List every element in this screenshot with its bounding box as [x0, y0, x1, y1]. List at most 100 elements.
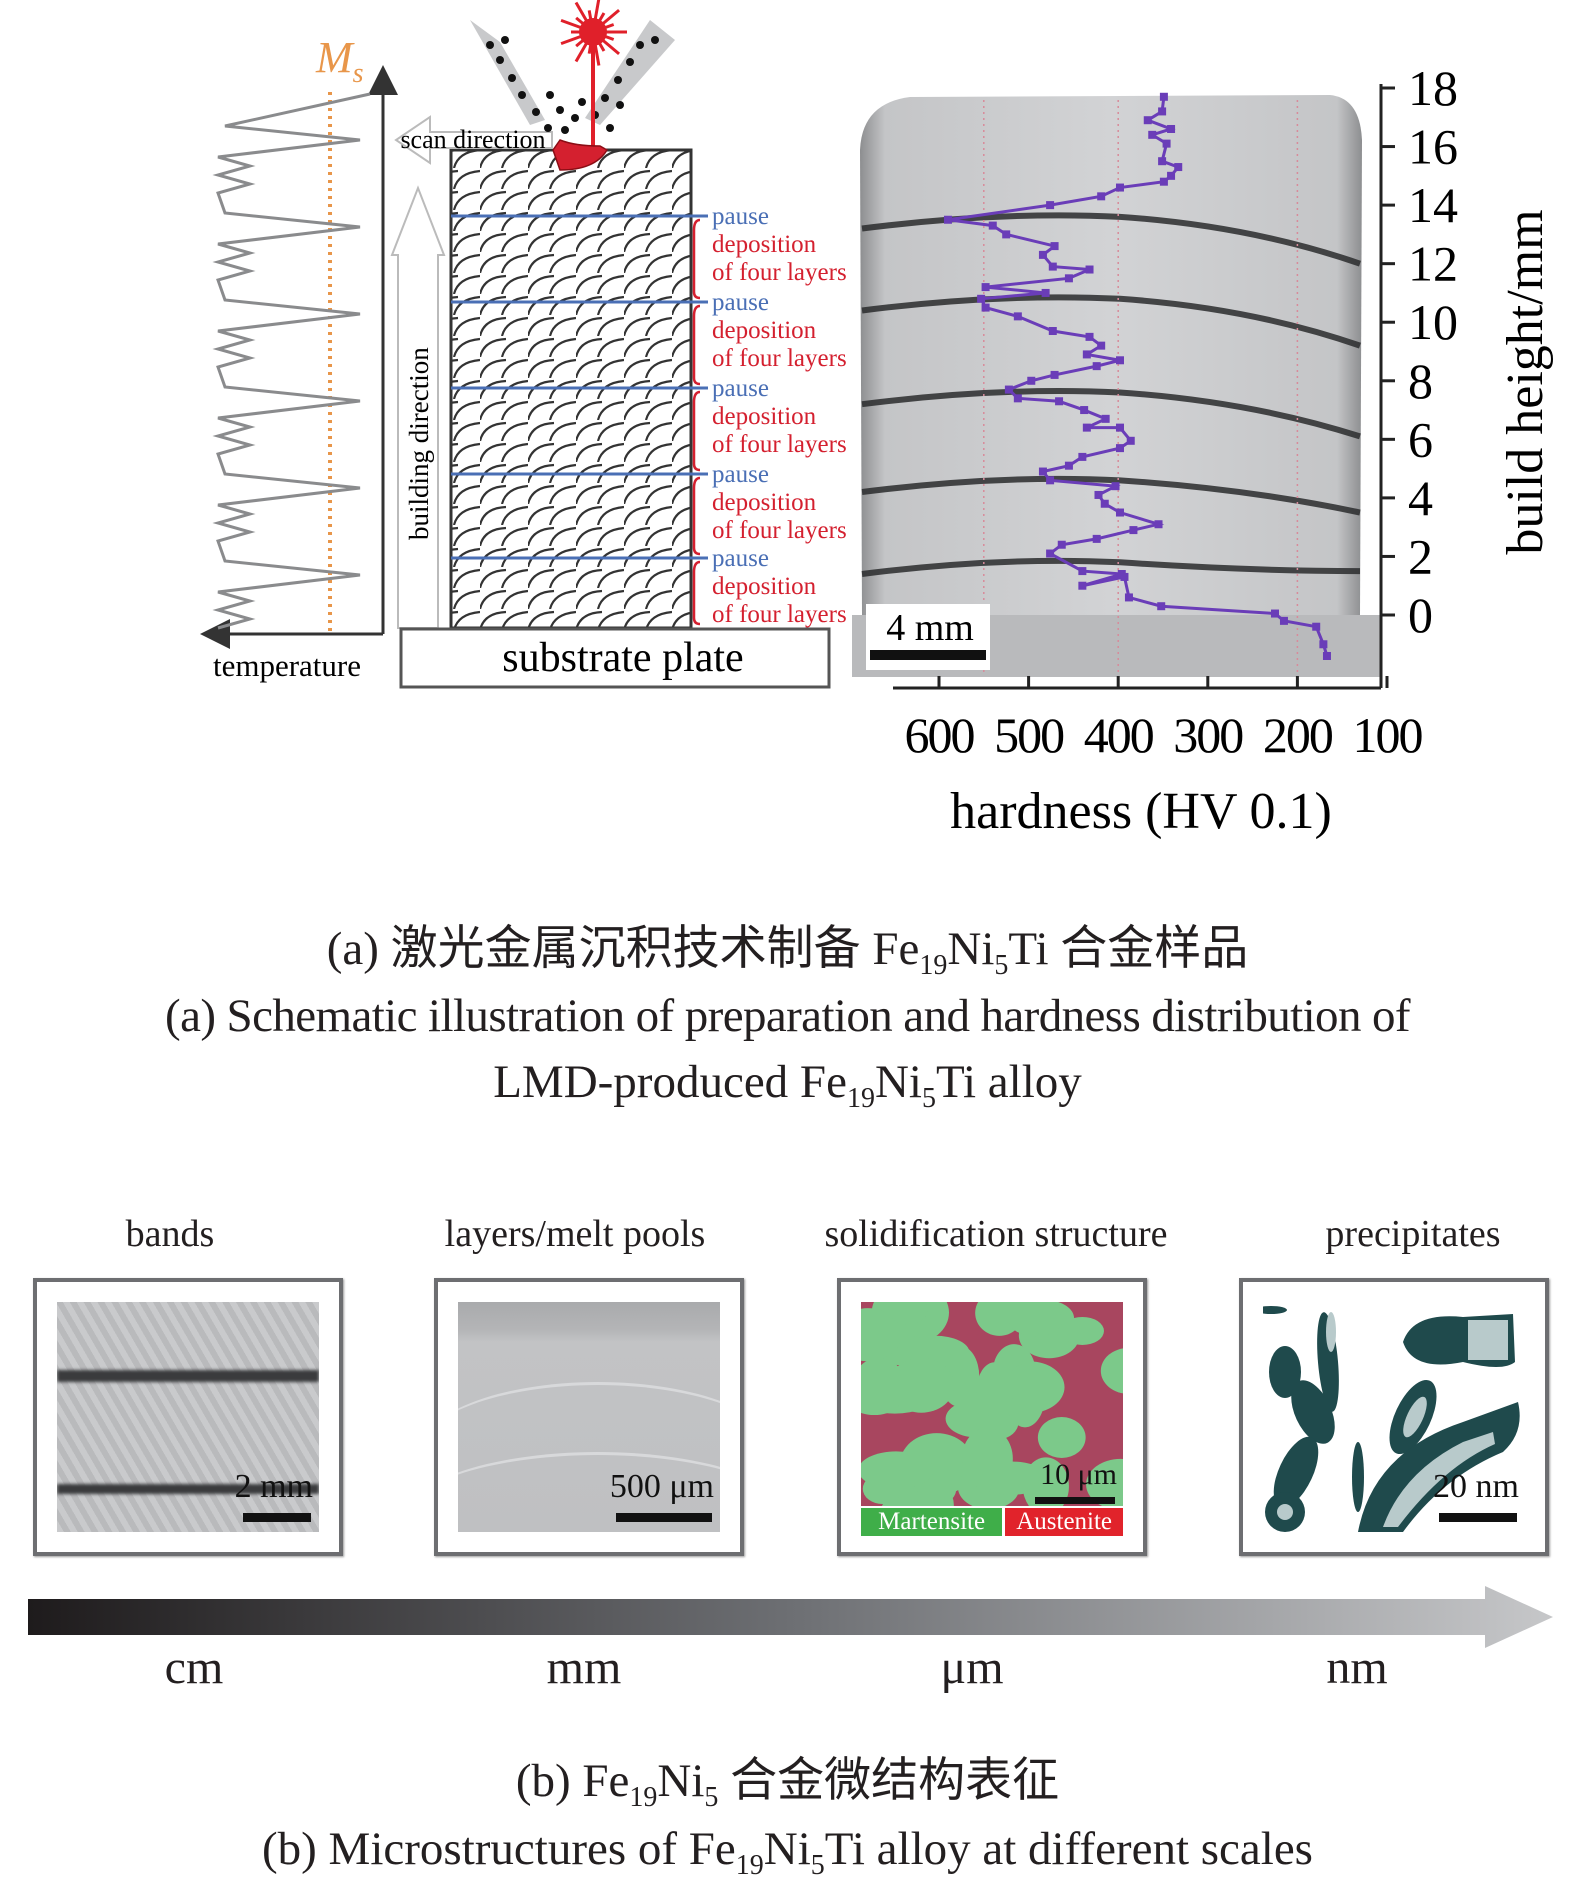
caption-text: Ni [874, 1056, 922, 1108]
pause-label: pause [712, 545, 769, 572]
caption-text: (a) 激光金属沉积技术制备 Fe [326, 923, 920, 975]
data-point [1064, 274, 1073, 283]
powder-particle [532, 108, 540, 116]
subscript: 19 [629, 1782, 658, 1813]
scale-bar-label: 4 mm [886, 607, 974, 649]
caption-b-chinese: (b) Fe19Ni5 合金微结构表征 [0, 1755, 1575, 1812]
caption-text: Ti alloy [935, 1056, 1082, 1108]
caption-text: Ni [657, 1755, 705, 1807]
data-point [1048, 262, 1057, 271]
data-point [1167, 171, 1176, 180]
deposition-bracket [692, 560, 701, 626]
temperature-curve [212, 92, 371, 630]
powder-particle [546, 91, 554, 99]
bands-micrograph: 2 mm [57, 1302, 319, 1532]
martensite-grain [861, 1358, 903, 1397]
scale-bar [870, 650, 986, 660]
subscript: 5 [994, 950, 1009, 981]
powder-particle [601, 94, 609, 102]
subscript: 5 [921, 1083, 936, 1114]
scale-label: 500 μm [609, 1468, 714, 1505]
martensite-grain [862, 1473, 903, 1505]
data-point [1004, 385, 1013, 394]
caption-text: (b) Microstructures of Fe [262, 1823, 736, 1875]
caption-text: (b) Fe [515, 1755, 630, 1807]
powder-particle [626, 58, 634, 66]
scale-label-cm: cm [164, 1641, 224, 1694]
powder-particle [614, 76, 622, 84]
data-point [1162, 139, 1171, 148]
data-point [1002, 230, 1011, 239]
data-point [1159, 177, 1168, 186]
powder-particle [578, 98, 586, 106]
phase-legend: Martensite Austenite [861, 1508, 1123, 1536]
data-point [1143, 116, 1152, 125]
data-point [1312, 622, 1321, 631]
x-tick-label: 400 [1084, 707, 1154, 763]
y-tick-label: 18 [1408, 60, 1458, 116]
powder-particle [508, 74, 516, 82]
deposition-label: deposition [712, 489, 817, 516]
scale-bar [1439, 1513, 1517, 1522]
legend-martensite: Martensite [861, 1508, 1003, 1536]
scale-label: 2 mm [234, 1468, 313, 1505]
martensite-grain [917, 1484, 954, 1506]
figure-a: Ms temperature building direction paused… [200, 0, 1554, 840]
data-point [1154, 520, 1163, 529]
caption-a-english-line2: LMD-produced Fe19Ni5Ti alloy [0, 1056, 1575, 1113]
data-point [1115, 444, 1124, 453]
panel-solidification: 10 μm Martensite Austenite [837, 1278, 1147, 1556]
powder-particle [501, 36, 509, 44]
powder-particle [496, 56, 504, 64]
panel-bands: 2 mm [33, 1278, 343, 1556]
powder-particle [561, 126, 569, 134]
deposition-label: deposition [712, 317, 817, 344]
band-line [861, 475, 1361, 516]
martensite-grain [1100, 1348, 1123, 1394]
substrate-plate [399, 627, 831, 689]
y-tick-label: 10 [1408, 294, 1458, 350]
data-point [1115, 183, 1124, 192]
data-point [1027, 376, 1036, 385]
laser-star-icon [560, 0, 627, 66]
deposition-bracket [692, 218, 701, 300]
pause-label: pause [712, 461, 769, 488]
data-point [1038, 467, 1047, 476]
data-point [1055, 397, 1064, 406]
data-point [1174, 163, 1183, 172]
subscript: 19 [919, 950, 948, 981]
powder-particle [544, 124, 552, 132]
data-point [1111, 482, 1120, 491]
y-tick-label: 12 [1408, 236, 1458, 292]
martensite-grain [1037, 1417, 1086, 1458]
deposition-label: deposition [712, 231, 817, 258]
powder-particle [518, 91, 526, 99]
data-point [1158, 107, 1167, 116]
band-line [861, 388, 1361, 440]
deposition-bracket [692, 304, 701, 386]
phase-map-image [861, 1302, 1123, 1506]
temperature-label: temperature [213, 648, 361, 683]
reference-lines [983, 100, 1299, 676]
data-point [977, 294, 986, 303]
martensite-grain [961, 1427, 1013, 1490]
deposition-label: of four layers [712, 517, 847, 544]
panel-precipitates: 20 nm [1239, 1278, 1549, 1556]
data-point [1322, 651, 1331, 660]
data-point [1158, 157, 1167, 166]
data-point [1078, 581, 1087, 590]
subscript: 19 [846, 1083, 875, 1114]
martensite-grain [976, 1362, 1014, 1418]
martensite-grain [1005, 1363, 1045, 1428]
y-axis-label: build height/mm [1497, 209, 1554, 554]
data-point [1271, 609, 1279, 618]
tem-micrograph: 20 nm [1263, 1302, 1525, 1532]
data-point [1080, 406, 1089, 415]
powder-particle [571, 114, 579, 122]
scale-label: 10 μm [1040, 1458, 1117, 1491]
powder-particle [636, 41, 644, 49]
scan-direction-label: scan direction [400, 125, 545, 154]
y-tick-label: 4 [1408, 470, 1433, 526]
data-point [1050, 370, 1059, 379]
